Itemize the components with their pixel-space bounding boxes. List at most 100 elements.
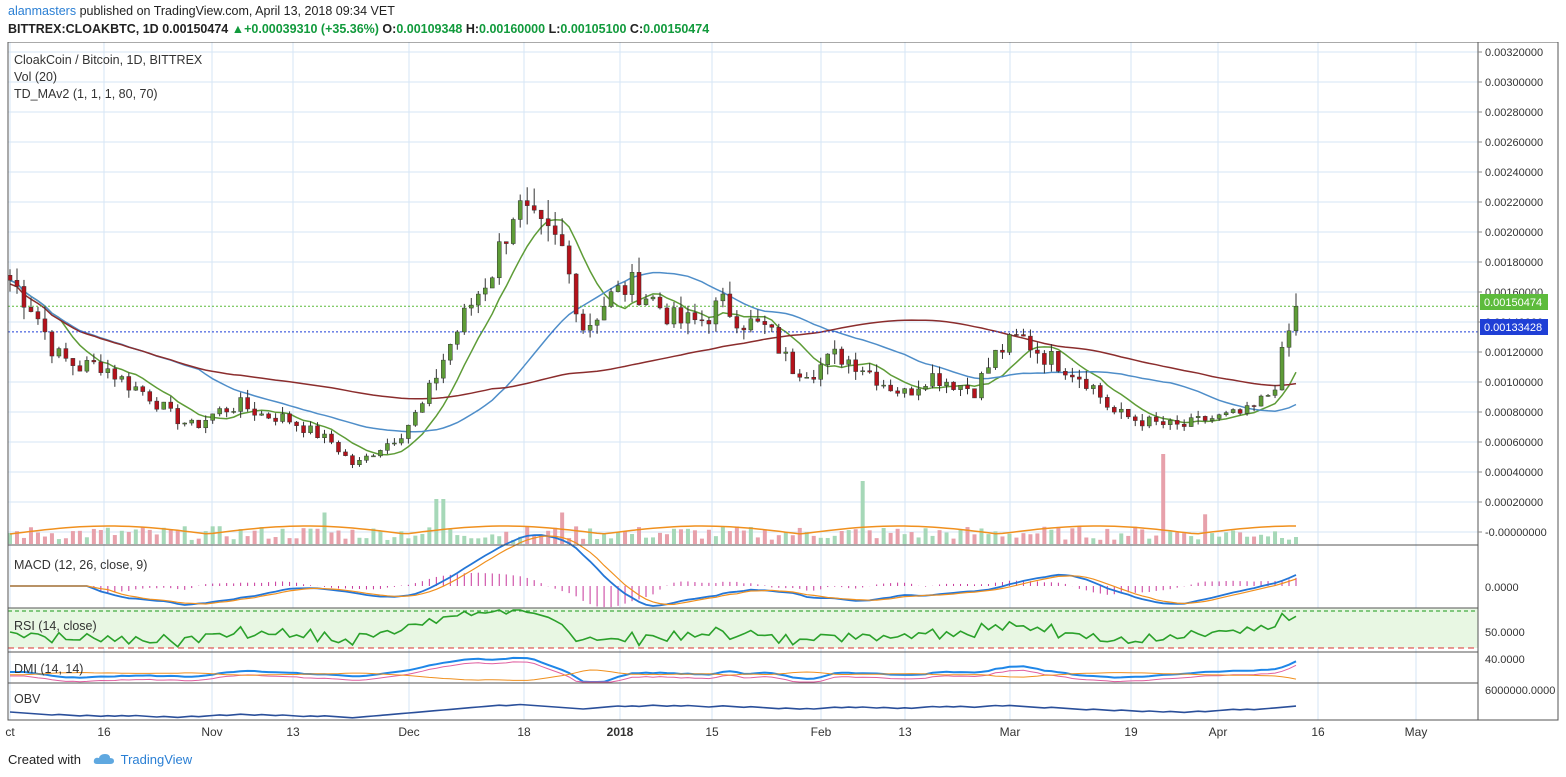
- low-label: L:: [548, 22, 561, 36]
- volume-bar: [923, 528, 928, 544]
- volume-bar: [888, 532, 893, 544]
- volume-bar: [965, 527, 970, 544]
- volume-bar: [539, 534, 544, 544]
- candle-body: [608, 291, 614, 307]
- volume-bar: [1035, 533, 1040, 544]
- candle-body: [63, 348, 69, 359]
- candle-body: [350, 455, 355, 465]
- y-axis[interactable]: 0.00320000 0.00300000 0.00280000 0.00260000…: [1478, 47, 1547, 539]
- publish-line: alanmasters published on TradingView.com…: [8, 4, 395, 18]
- volume-bar: [518, 536, 523, 544]
- volume-bar: [168, 529, 173, 544]
- candle-body: [664, 307, 670, 325]
- candle-body: [1181, 423, 1187, 427]
- author-link[interactable]: alanmasters: [8, 4, 77, 18]
- volume-bar: [972, 534, 977, 544]
- volume-bar: [692, 530, 697, 544]
- volume-bar: [161, 527, 166, 544]
- footer: Created with TradingView: [8, 752, 192, 768]
- volume-bar: [77, 530, 82, 544]
- volume-bar: [986, 534, 991, 544]
- volume-bar: [1077, 526, 1082, 544]
- pane-frame: [7, 544, 1479, 609]
- volume-bar: [727, 531, 732, 544]
- y-tick-label: 0.00060000: [1485, 437, 1543, 449]
- candle-body: [636, 272, 642, 305]
- candle-body: [1105, 397, 1110, 408]
- volume-bar: [35, 532, 40, 544]
- volume-bar: [644, 537, 649, 544]
- volume-bar: [189, 539, 194, 544]
- y-tick-label: -0.00000000: [1485, 527, 1547, 539]
- candle-body: [14, 280, 20, 287]
- volume-bar: [930, 535, 935, 544]
- volume-bar: [392, 537, 397, 544]
- x-tick-label: 16: [97, 725, 111, 739]
- candle-body: [35, 311, 41, 320]
- candle-body: [580, 313, 586, 331]
- volume-bar: [790, 535, 795, 544]
- volume-bar: [609, 538, 614, 544]
- x-tick-label: 16: [1311, 725, 1325, 739]
- volume-bar: [476, 538, 481, 544]
- volume-bar: [560, 512, 565, 544]
- volume-bar: [273, 537, 278, 544]
- volume-bar: [98, 530, 103, 544]
- price-chart[interactable]: 0.00320000 0.00300000 0.00280000 0.00260000…: [0, 42, 1566, 750]
- volume-bar: [874, 538, 879, 544]
- volume-bar: [853, 529, 858, 544]
- volume-bar: [413, 535, 418, 544]
- volume-bar: [175, 530, 180, 544]
- candle-body: [182, 422, 187, 425]
- volume-bar: [217, 526, 222, 544]
- candle-body: [986, 367, 991, 374]
- volume-bar: [280, 528, 285, 544]
- volume-bar: [133, 529, 138, 544]
- candle-body: [301, 425, 306, 433]
- x-tick-label: 19: [1124, 725, 1138, 739]
- candle-body: [1272, 389, 1278, 396]
- volume-bar: [797, 527, 802, 544]
- candle-body: [1160, 421, 1166, 425]
- candle-body: [881, 384, 886, 387]
- volume-bar: [1217, 536, 1222, 544]
- y-tick-label: 0.00300000: [1485, 77, 1543, 89]
- candle-body: [1202, 416, 1208, 421]
- macd-tick: 0.0000: [1485, 582, 1519, 594]
- y-tick-label: 0.00260000: [1485, 137, 1543, 149]
- volume-bar: [140, 527, 145, 544]
- x-tick-label: May: [1405, 725, 1428, 739]
- candle-body: [573, 273, 579, 315]
- candle-body: [147, 391, 153, 402]
- volume-bar: [455, 535, 460, 544]
- candle-body: [1014, 334, 1019, 336]
- volume-bar: [748, 526, 753, 544]
- candle-body: [1000, 349, 1005, 353]
- x-axis[interactable]: ct 16 Nov 13 Dec 18 2018 15 Feb 13 Mar 19 Apr 16 May: [5, 725, 1427, 739]
- volume-bar: [504, 531, 509, 544]
- chart-frame: [7, 42, 1559, 721]
- candle-body: [524, 200, 530, 206]
- candle-body: [538, 209, 544, 219]
- open-value: 0.00109348: [396, 22, 463, 36]
- candle-body: [441, 359, 446, 379]
- tradingview-link[interactable]: TradingView: [120, 752, 193, 767]
- candle-body: [1251, 405, 1257, 407]
- candle-body: [245, 397, 250, 410]
- volume-bar: [699, 538, 704, 544]
- candle-body: [874, 371, 879, 386]
- y-tick-label: 0.00320000: [1485, 47, 1543, 59]
- x-tick-label: Mar: [1000, 725, 1021, 739]
- volume-bar: [574, 526, 579, 544]
- candle-body: [1063, 371, 1068, 376]
- candle-body: [1146, 416, 1152, 427]
- candle-body: [336, 442, 341, 453]
- candle-body: [671, 307, 677, 325]
- volume-bar: [91, 528, 96, 544]
- candle-body: [860, 370, 865, 372]
- volume-bar: [1133, 526, 1138, 544]
- candle-body: [1133, 416, 1138, 421]
- chart-title: CloakCoin / Bitcoin, 1D, BITTREX: [14, 53, 203, 67]
- volume-bar: [196, 538, 201, 544]
- candle-body: [1279, 347, 1285, 391]
